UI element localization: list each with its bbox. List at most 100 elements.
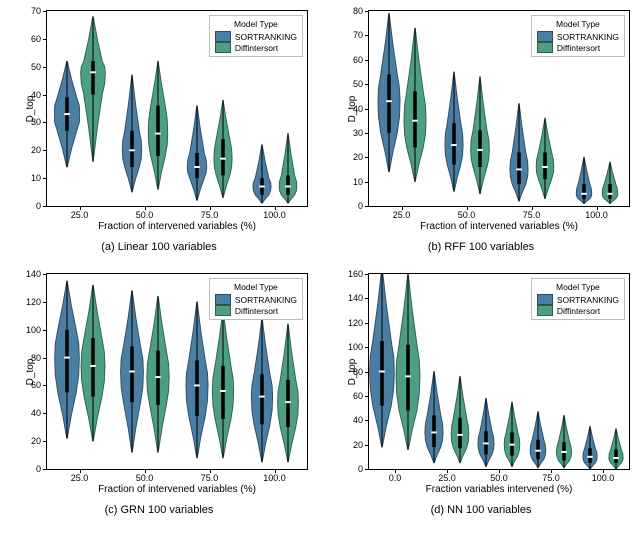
xtick-label: 25.0 <box>71 206 89 220</box>
violin-diffintersort <box>145 274 171 469</box>
ytick-label: 140 <box>26 269 47 279</box>
legend-item: Diffintersort <box>215 305 297 316</box>
xtick-label: 75.0 <box>201 469 219 483</box>
xtick-label: 100.0 <box>592 469 615 483</box>
xtick-label: 75.0 <box>542 469 560 483</box>
xtick-label: 25.0 <box>393 206 411 220</box>
ytick-label: 80 <box>353 6 369 16</box>
legend-swatch <box>537 305 553 316</box>
violin-diffintersort <box>145 11 171 206</box>
ytick-label: 120 <box>348 318 369 328</box>
ytick-label: 140 <box>348 293 369 303</box>
ytick-label: 100 <box>348 342 369 352</box>
ytick-label: 100 <box>26 325 47 335</box>
violin-sortranking <box>54 11 80 206</box>
legend-swatch <box>537 31 553 42</box>
xtick-label: 0.0 <box>389 469 402 483</box>
legend-title: Model Type <box>537 19 619 29</box>
legend-item: Diffintersort <box>537 42 619 53</box>
violin-sortranking <box>119 11 145 206</box>
violin-sortranking <box>184 274 210 469</box>
ytick-label: 60 <box>353 55 369 65</box>
legend-swatch <box>537 294 553 305</box>
violin-diffintersort <box>395 274 421 469</box>
legend-label: SORTRANKING <box>557 295 619 305</box>
xtick-label: 25.0 <box>438 469 456 483</box>
plot-area: 01020304050607025.050.075.0100.0D_topFra… <box>46 10 308 207</box>
ytick-label: 0 <box>36 464 47 474</box>
ytick-label: 40 <box>31 408 47 418</box>
ytick-label: 70 <box>31 6 47 16</box>
xtick-label: 50.0 <box>490 469 508 483</box>
xtick-label: 75.0 <box>523 206 541 220</box>
plot-area: 0102030405060708025.050.075.0100.0D_topF… <box>368 10 630 207</box>
legend-item: Diffintersort <box>215 42 297 53</box>
violin-diffintersort <box>447 274 473 469</box>
ytick-label: 120 <box>26 297 47 307</box>
y-axis-label: D_top <box>25 95 36 122</box>
ytick-label: 60 <box>31 34 47 44</box>
panel-caption: (c) GRN 100 variables <box>105 504 214 516</box>
legend-title: Model Type <box>215 19 297 29</box>
panel-c: 02040608010012014025.050.075.0100.0D_top… <box>10 273 308 516</box>
legend-item: SORTRANKING <box>537 31 619 42</box>
legend-label: SORTRANKING <box>235 295 297 305</box>
legend: Model Type SORTRANKINGDiffintersort <box>531 15 625 57</box>
violin-sortranking <box>506 11 532 206</box>
ytick-label: 0 <box>358 201 369 211</box>
violin-diffintersort <box>80 274 106 469</box>
violin-sortranking <box>54 274 80 469</box>
legend-label: Diffintersort <box>235 43 278 53</box>
x-axis-label: Fraction of intervened variables (%) <box>47 484 307 495</box>
ytick-label: 20 <box>31 436 47 446</box>
xtick-label: 100.0 <box>263 206 286 220</box>
violin-sortranking <box>421 274 447 469</box>
legend-title: Model Type <box>215 282 297 292</box>
legend-item: SORTRANKING <box>215 31 297 42</box>
x-axis-label: Fraction of intervened variables (%) <box>369 221 629 232</box>
legend-label: Diffintersort <box>557 43 600 53</box>
violin-diffintersort <box>467 11 493 206</box>
violin-diffintersort <box>402 11 428 206</box>
ytick-label: 30 <box>353 128 369 138</box>
violin-diffintersort <box>499 274 525 469</box>
panel-d: 0204060801001201401600.025.050.075.0100.… <box>332 273 630 516</box>
legend: Model Type SORTRANKINGDiffintersort <box>209 278 303 320</box>
ytick-label: 10 <box>353 177 369 187</box>
panel-grid: 01020304050607025.050.075.0100.0D_topFra… <box>10 10 630 516</box>
violin-sortranking <box>184 11 210 206</box>
panel-a: 01020304050607025.050.075.0100.0D_topFra… <box>10 10 308 253</box>
ytick-label: 0 <box>358 464 369 474</box>
ytick-label: 60 <box>353 391 369 401</box>
ytick-label: 20 <box>353 152 369 162</box>
ytick-label: 50 <box>353 79 369 89</box>
legend-swatch <box>215 294 231 305</box>
ytick-label: 20 <box>31 145 47 155</box>
panel-caption: (d) NN 100 variables <box>431 504 532 516</box>
xtick-label: 75.0 <box>201 206 219 220</box>
ytick-label: 40 <box>353 415 369 425</box>
plot-area: 02040608010012014025.050.075.0100.0D_top… <box>46 273 308 470</box>
legend-item: Diffintersort <box>537 305 619 316</box>
ytick-label: 160 <box>348 269 369 279</box>
violin-sortranking <box>119 274 145 469</box>
legend-swatch <box>215 31 231 42</box>
legend-title: Model Type <box>537 282 619 292</box>
y-axis-label: D_top <box>25 358 36 385</box>
panel-caption: (a) Linear 100 variables <box>101 241 217 253</box>
ytick-label: 0 <box>36 201 47 211</box>
legend-swatch <box>215 305 231 316</box>
plot-area: 0204060801001201401600.025.050.075.0100.… <box>368 273 630 470</box>
panel-b: 0102030405060708025.050.075.0100.0D_topF… <box>332 10 630 253</box>
y-axis-label: D_top <box>347 358 358 385</box>
legend-swatch <box>215 42 231 53</box>
ytick-label: 50 <box>31 62 47 72</box>
legend-item: SORTRANKING <box>215 294 297 305</box>
legend-label: SORTRANKING <box>235 32 297 42</box>
legend: Model Type SORTRANKINGDiffintersort <box>209 15 303 57</box>
legend-label: Diffintersort <box>235 306 278 316</box>
xtick-label: 50.0 <box>136 469 154 483</box>
legend-swatch <box>537 42 553 53</box>
ytick-label: 20 <box>353 440 369 450</box>
panel-caption: (b) RFF 100 variables <box>428 241 534 253</box>
